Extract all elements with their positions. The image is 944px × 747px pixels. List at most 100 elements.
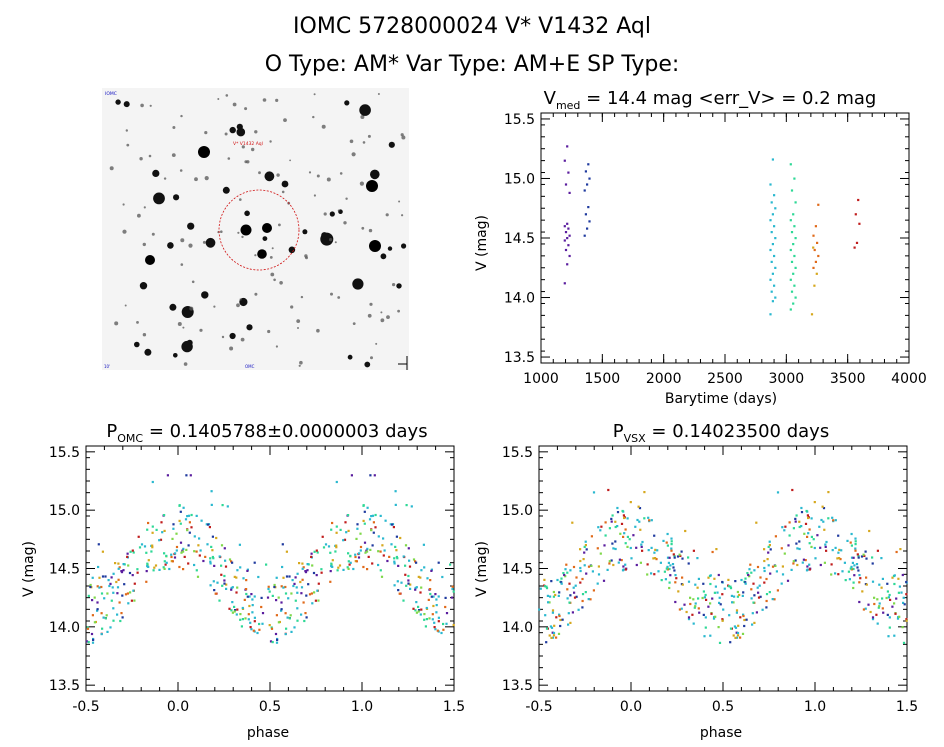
time-data-point <box>774 207 777 210</box>
vsx-data-point <box>809 567 812 570</box>
vsx-data-point <box>900 591 903 594</box>
vsx-data-point <box>832 520 835 523</box>
omc-data-point <box>199 549 202 552</box>
vsx-data-point <box>707 576 710 579</box>
vsx-data-point <box>581 606 584 609</box>
vsx-data-point <box>673 554 676 558</box>
vsx-data-point <box>844 579 847 582</box>
omc-data-point <box>210 490 213 493</box>
vsx-data-point <box>755 521 758 524</box>
omc-x-tick-label: 1.0 <box>351 699 373 715</box>
vsx-data-point <box>687 556 690 559</box>
vsx-data-point <box>806 568 809 571</box>
vsx-data-point <box>559 580 562 583</box>
vsx-data-point <box>546 594 549 597</box>
omc-data-point <box>284 612 287 615</box>
omc-data-point <box>220 573 223 576</box>
omc-data-point <box>195 569 198 572</box>
vsx-data-point <box>610 520 613 523</box>
finder-star <box>321 124 326 129</box>
vsx-data-point <box>558 613 561 616</box>
omc-data-point <box>182 547 185 550</box>
time-data-point <box>790 231 794 234</box>
omc-data-point <box>188 531 191 534</box>
omc-data-point <box>132 589 135 592</box>
finder-star <box>297 327 299 329</box>
omc-data-point <box>382 537 385 540</box>
vsx-data-point <box>559 618 562 622</box>
omc-data-point <box>96 585 99 588</box>
omc-data-point <box>261 622 264 625</box>
omc-data-point <box>260 605 263 609</box>
omc-data-point <box>300 592 303 595</box>
vsx-data-point <box>852 556 855 559</box>
finder-star <box>152 169 160 177</box>
vsx-data-point <box>556 578 559 582</box>
vsx-data-point <box>697 597 700 600</box>
finder-star <box>364 361 371 368</box>
vsx-data-point <box>773 564 776 567</box>
omc-data-point <box>267 587 270 591</box>
omc-data-point <box>449 563 452 566</box>
omc-data-point <box>253 620 256 623</box>
omc-data-point <box>442 622 445 626</box>
omc-data-point <box>445 612 449 615</box>
vsx-data-point <box>736 631 740 635</box>
vsx-data-point <box>897 577 900 580</box>
finder-stars <box>109 93 407 368</box>
omc-data-point <box>366 568 369 571</box>
vsx-data-point <box>774 535 777 538</box>
vsx-data-point <box>743 618 746 622</box>
vsx-data-point <box>581 593 585 596</box>
vsx-data-point <box>552 631 556 635</box>
vsx-data-point <box>663 570 666 573</box>
finder-star <box>180 114 183 118</box>
vsx-data-point <box>569 594 572 597</box>
omc-data-point <box>434 628 437 631</box>
omc-data-point <box>151 546 154 549</box>
vsx-data-point <box>678 553 681 556</box>
vsx-data-point <box>860 555 864 558</box>
omc-data-point <box>171 560 174 563</box>
vsx-data-point <box>881 597 884 600</box>
omc-data-point <box>409 587 412 590</box>
vsx-data-point <box>581 577 584 581</box>
omc-data-point <box>301 562 304 565</box>
vsx-data-point <box>893 634 896 637</box>
vsx-data-point <box>652 557 655 560</box>
omc-data-point <box>226 505 229 508</box>
time-data-point <box>769 313 772 316</box>
omc-data-point <box>336 569 339 572</box>
vsx-data-point <box>610 559 613 562</box>
time-data-point <box>769 219 772 222</box>
vsx-data-point <box>795 542 798 545</box>
time-data-point <box>815 272 818 275</box>
finder-star <box>334 241 337 244</box>
vsx-data-point <box>670 549 673 552</box>
vsx-data-point <box>854 543 857 546</box>
time-data-point <box>588 220 591 223</box>
vsx-data-point <box>771 598 774 601</box>
vsx-data-point <box>744 581 747 584</box>
vsx-y-axis-label: V (mag) <box>474 541 490 597</box>
vsx-data-point <box>878 602 881 605</box>
omc-data-point <box>231 601 234 604</box>
omc-data-point <box>187 544 190 547</box>
vsx-data-point <box>876 598 879 601</box>
omc-data-point <box>121 616 124 619</box>
finder-star <box>109 166 114 171</box>
vsx-data-point <box>611 514 614 517</box>
vsx-data-point <box>612 547 615 550</box>
finder-star <box>329 238 333 242</box>
omc-data-point <box>133 599 136 602</box>
omc-data-point <box>350 474 353 477</box>
omc-data-point <box>349 554 352 557</box>
omc-data-point <box>362 519 365 522</box>
omc-data-point <box>310 556 313 559</box>
omc-data-point <box>429 579 432 582</box>
omc-data-point <box>432 595 435 598</box>
omc-data-point <box>290 630 293 633</box>
finder-star <box>359 181 364 186</box>
vsx-data-point <box>573 596 577 599</box>
vsx-data-point <box>741 594 744 597</box>
